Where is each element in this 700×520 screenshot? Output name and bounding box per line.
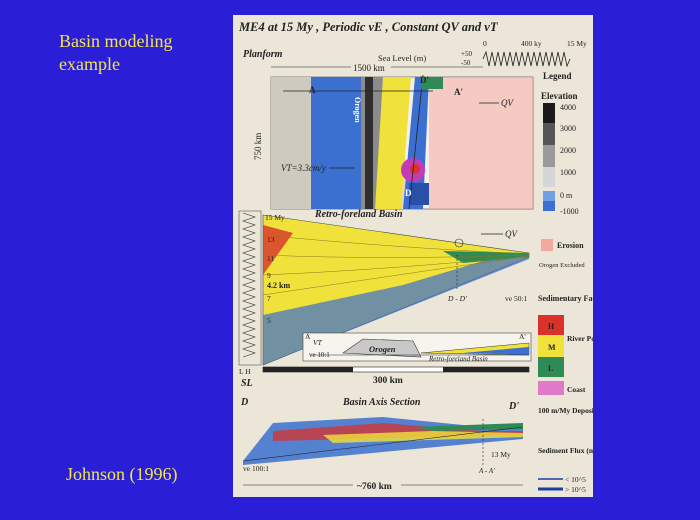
age-7: 7 (267, 294, 271, 303)
point-d-prime: D' (420, 75, 429, 85)
depth-label: 4.2 km (267, 281, 290, 290)
erosion-label: Erosion (557, 241, 584, 250)
facies-title: Sedimentary Facies (538, 294, 593, 303)
elev-3000: 3000 (560, 124, 576, 133)
point-a: A (309, 85, 316, 95)
scale-300: 300 km (373, 376, 403, 386)
planform-label: Planform (243, 49, 283, 60)
flux-low: < 10^5 (565, 475, 586, 484)
planform-height: 750 km (253, 133, 263, 160)
axis-title: Basin Axis Section (342, 397, 421, 408)
elev-0: 0 m (560, 191, 573, 200)
age-9: 9 (267, 271, 271, 280)
scale-760: ~760 km (357, 482, 392, 492)
elev-4000: 4000 (560, 103, 576, 112)
inset-point-a: A (305, 332, 311, 341)
qv-planform: QV (501, 98, 514, 108)
elev-minus1000: -1000 (560, 207, 579, 216)
point-d: D (405, 188, 412, 198)
inset-basin-label: Retro-foreland Basin (428, 355, 488, 363)
coast-label: Coast (567, 385, 586, 394)
inset-orogen (302, 332, 532, 362)
sea-level-minus: -50 (461, 59, 471, 67)
dd-label: D - D' (447, 294, 467, 303)
planform-map (270, 74, 534, 210)
deposition-label: 100 m/My Deposition Rate (538, 406, 593, 415)
time-tick-400ky: 400 ky (521, 39, 542, 48)
inset-vt: VT (313, 338, 323, 347)
facies-h: H (548, 322, 555, 331)
age-15my: 15 My (265, 213, 285, 222)
ve-axis: ve 100:1 (243, 464, 269, 473)
elevation-title: Elevation (541, 91, 578, 101)
inset-orogen-label: Orogen (369, 344, 396, 354)
facies-l: L (548, 364, 553, 373)
axis-13my: 13 My (491, 450, 511, 459)
sea-level-plus: +50 (461, 50, 472, 58)
axis-d: D (240, 397, 248, 408)
sl-label: SL (241, 378, 253, 389)
figure-header: ME4 at 15 My , Periodic vE , Constant QV… (238, 20, 499, 34)
erosion-swatch (541, 239, 553, 251)
retro-title: Retro-foreland Basin (314, 209, 403, 220)
age-13: 13 (267, 235, 275, 244)
river-power: River Power (567, 334, 593, 343)
point-a-prime: A' (454, 87, 463, 97)
age-5: 5 (267, 316, 271, 325)
axis-d-prime: D' (508, 401, 519, 412)
scale-bar-300 (262, 366, 530, 373)
inset-ve: ve 10:1 (309, 351, 330, 359)
vt-label: VT=3.3cm/y (281, 163, 326, 173)
ve-retro: ve 50:1 (505, 294, 528, 303)
facies-colorbar (538, 315, 564, 395)
slide-title-line2: example (59, 54, 120, 74)
time-tick-0: 0 (483, 39, 487, 48)
sea-level-label: Sea Level (m) (378, 53, 426, 63)
legend-title: Legend (543, 71, 572, 81)
axis-aa: A - A' (478, 467, 495, 475)
facies-m: M (548, 343, 556, 352)
inset-point-a-prime: A' (519, 332, 526, 341)
flux-high: > 10^5 (565, 485, 586, 494)
elevation-colorbar (543, 103, 555, 211)
slide-title-line1: Basin modeling (59, 31, 173, 51)
flux-title: Sediment Flux (m3/y) (538, 446, 593, 455)
axis-section (242, 417, 524, 467)
lh-label: L H (239, 367, 251, 376)
citation: Johnson (1996) (66, 464, 178, 484)
basin-model-figure: ME4 at 15 My , Periodic vE , Constant QV… (233, 15, 593, 497)
planform-width: 1500 km (353, 63, 385, 73)
qv-retro: QV (505, 229, 518, 239)
elev-2000: 2000 (560, 146, 576, 155)
orogen-label: Orogen (353, 97, 362, 123)
sea-level-curve (482, 50, 571, 68)
elev-1000: 1000 (560, 168, 576, 177)
age-11: 11 (267, 254, 274, 263)
time-tick-15my: 15 My (567, 39, 587, 48)
orogen-excluded: Orogen Excluded (539, 262, 585, 269)
